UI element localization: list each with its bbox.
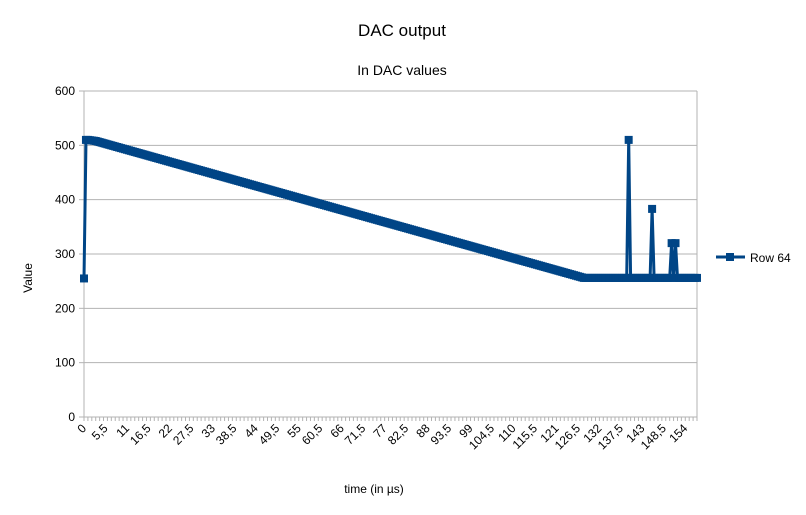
- x-tick-label: 93,5: [428, 421, 455, 448]
- legend-label: Row 64: [750, 251, 791, 265]
- y-tick-label: 400: [55, 193, 75, 207]
- legend: Row 64: [716, 251, 791, 265]
- x-tick-label: 0: [74, 421, 89, 436]
- y-tick-label: 300: [55, 247, 75, 261]
- x-tick-label: 49,5: [256, 421, 283, 448]
- data-point-marker: [693, 273, 701, 282]
- x-tick-label: 82,5: [385, 421, 412, 448]
- gridlines: [79, 90, 697, 418]
- y-tick-labels: 0 100 200 300 400 500 600: [55, 84, 75, 424]
- y-tick-label: 600: [55, 84, 75, 98]
- chart-subtitle: In DAC values: [357, 62, 446, 78]
- x-tick-label: 126,5: [552, 421, 583, 452]
- chart-title: DAC output: [358, 21, 446, 40]
- y-tick-label: 0: [68, 410, 75, 424]
- axes: [83, 91, 698, 421]
- x-tick-label: 148,5: [638, 421, 669, 452]
- x-tick-label: 104,5: [466, 421, 497, 452]
- data-point-marker: [80, 274, 88, 283]
- x-tick-label: 5,5: [89, 421, 111, 443]
- x-tick-label: 27,5: [170, 421, 197, 448]
- x-tick-label: 71,5: [342, 421, 369, 448]
- x-tick-label: 38,5: [213, 421, 240, 448]
- data-point-marker: [648, 204, 657, 213]
- x-tick-label: 115,5: [510, 421, 541, 452]
- data-point-marker: [671, 239, 680, 248]
- x-tick-label: 16,5: [127, 421, 154, 448]
- x-tick-label: 154: [666, 421, 690, 445]
- x-tick-label: 60,5: [299, 421, 326, 448]
- legend-marker: [726, 253, 734, 261]
- series-group: [80, 135, 701, 283]
- data-point-marker: [624, 135, 633, 144]
- y-tick-label: 200: [55, 301, 75, 315]
- y-axis-label: Value: [21, 263, 35, 293]
- x-axis-label: time (in µs): [344, 482, 404, 496]
- x-tick-label: 137,5: [595, 421, 626, 452]
- y-tick-label: 500: [55, 138, 75, 152]
- y-tick-label: 100: [55, 356, 75, 370]
